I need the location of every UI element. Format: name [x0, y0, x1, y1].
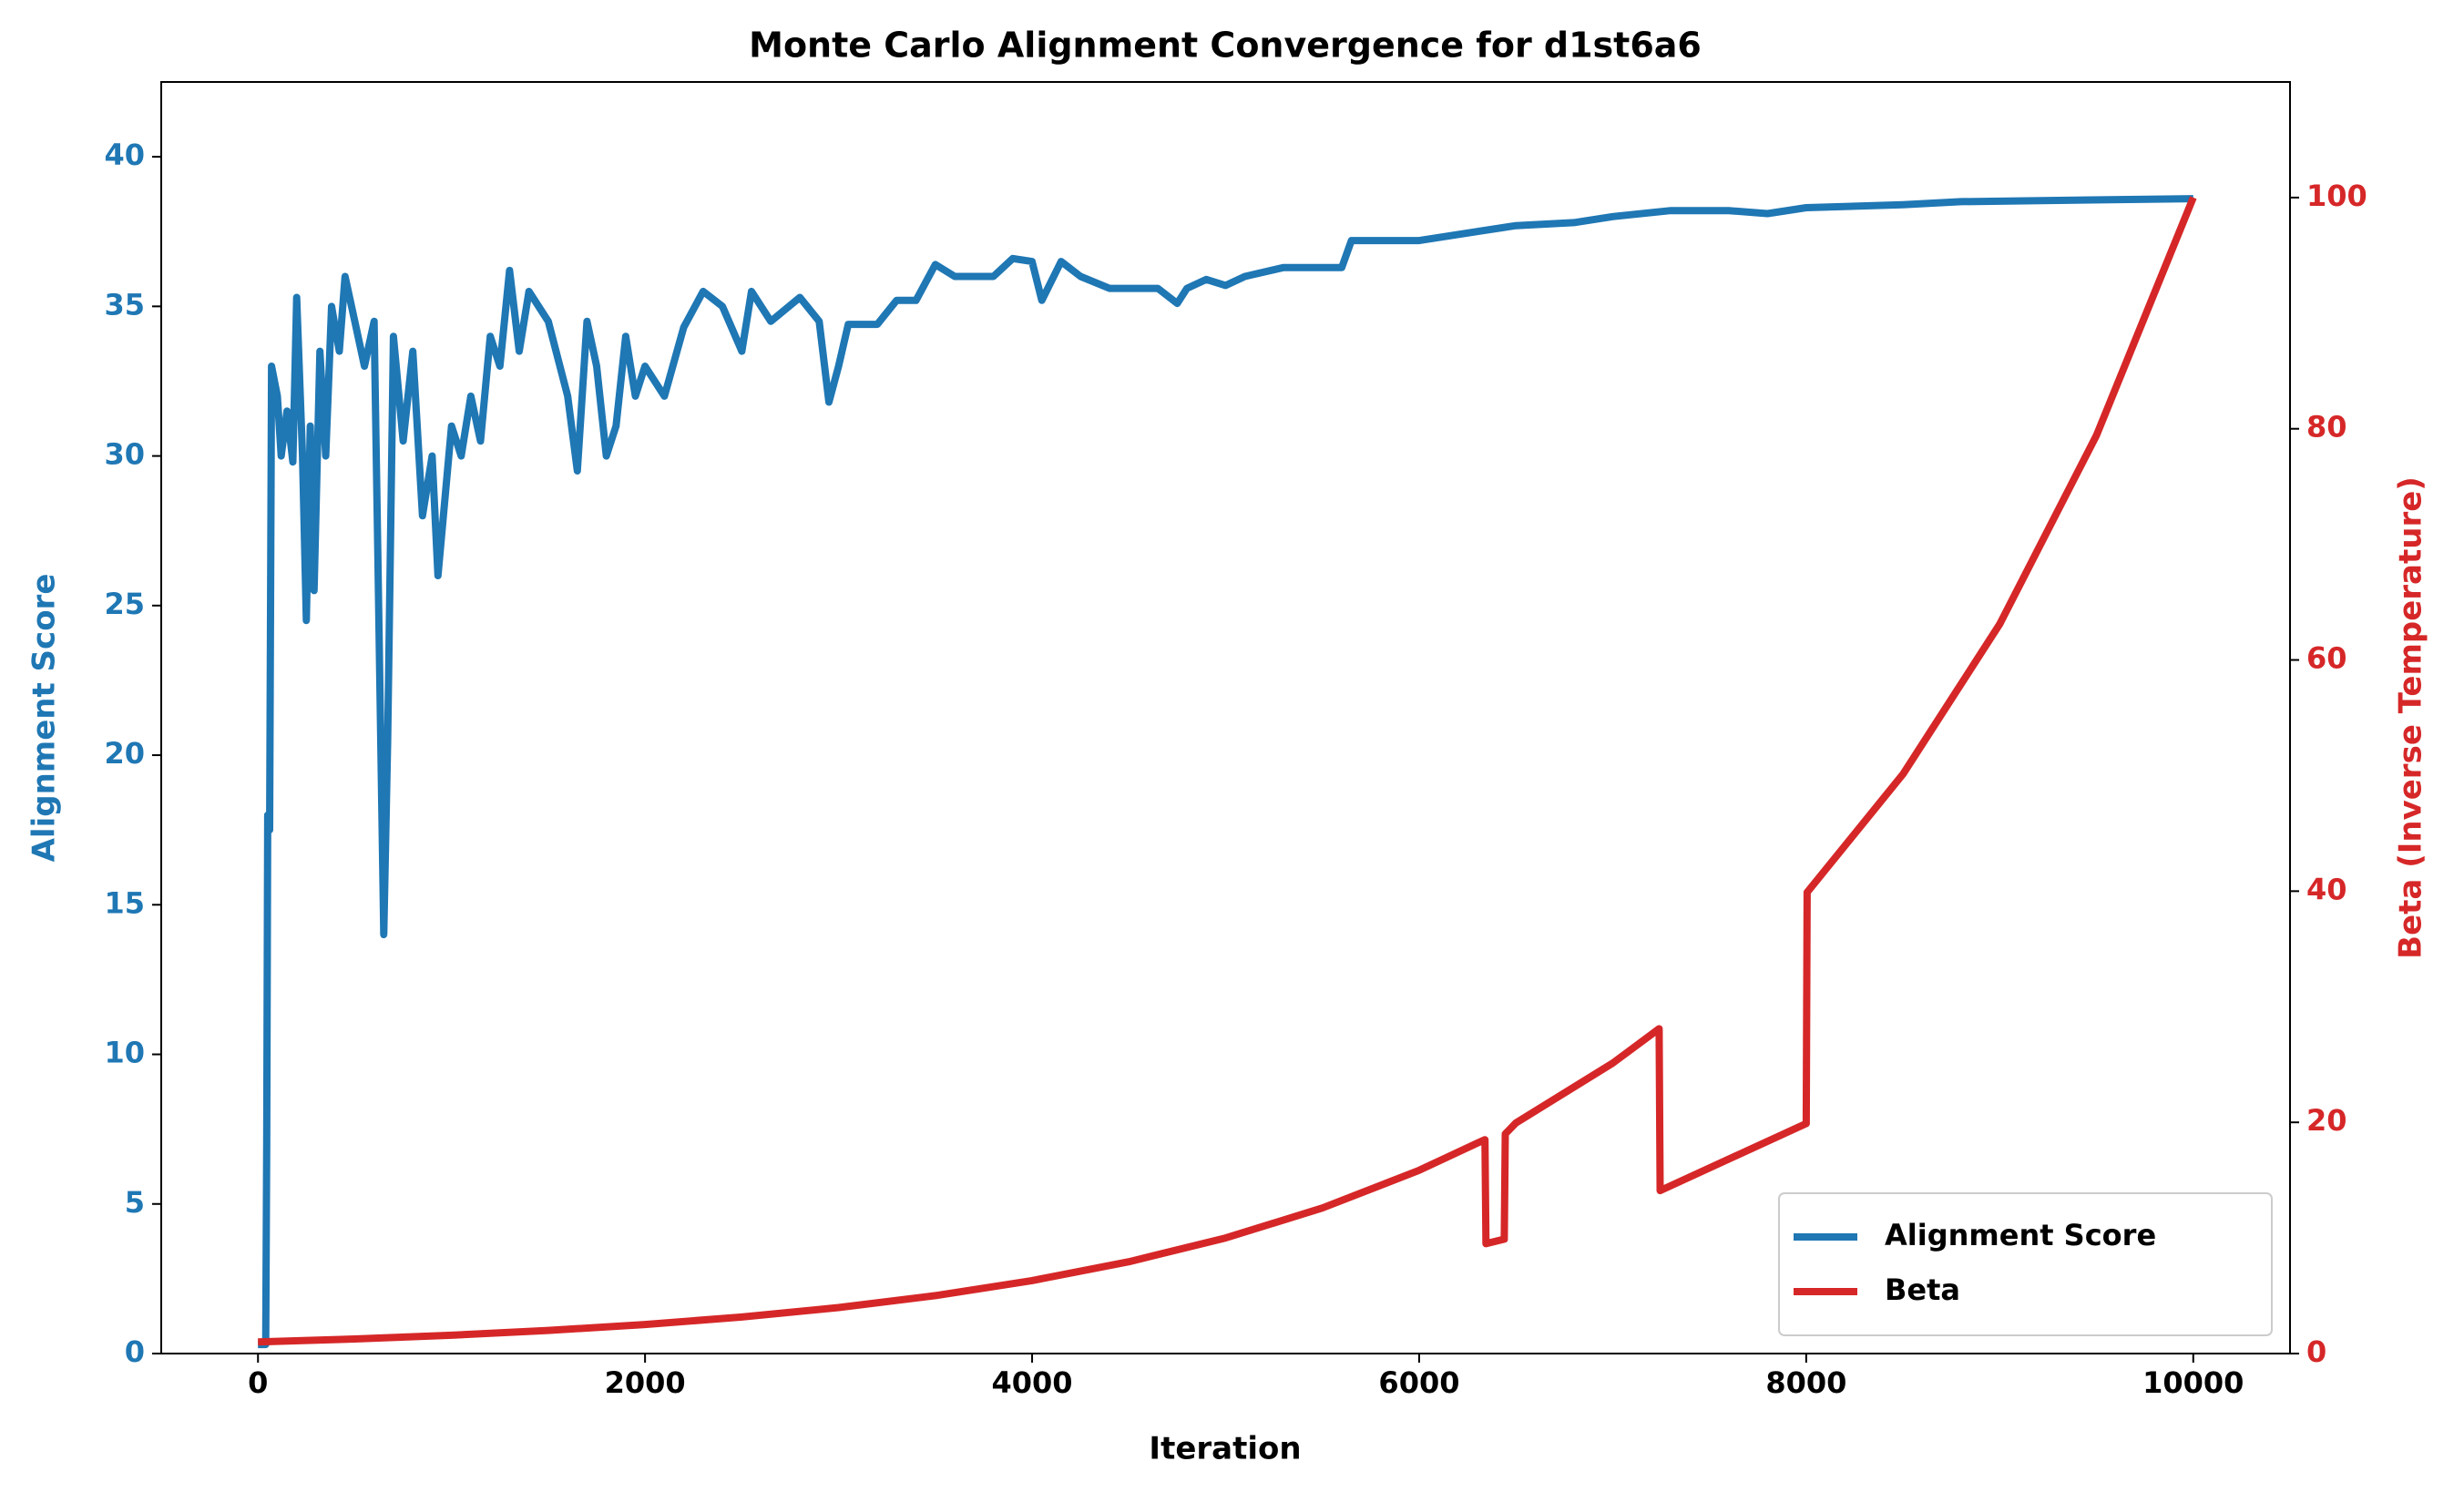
x-tick-label: 2000 — [605, 1365, 686, 1400]
series-line — [258, 195, 2193, 1349]
x-tick-label: 8000 — [1765, 1365, 1846, 1400]
y2-axis-label: Beta (Inverse Temperature) — [2393, 476, 2429, 959]
series-line — [258, 196, 2197, 1346]
legend-label: Beta — [1885, 1272, 1960, 1307]
y-tick-label: 40 — [104, 138, 145, 172]
x-tick-label: 10000 — [2142, 1365, 2244, 1400]
y-tick-label: 25 — [104, 587, 145, 621]
y2-tick-label: 0 — [2306, 1334, 2326, 1369]
x-tick-label: 6000 — [1378, 1365, 1459, 1400]
legend-label: Alignment Score — [1885, 1218, 2156, 1252]
y2-tick-label: 100 — [2306, 179, 2367, 213]
x-axis-label: Iteration — [1149, 1431, 1301, 1467]
x-tick-label: 4000 — [992, 1365, 1073, 1400]
x-tick-label: 0 — [248, 1365, 268, 1400]
legend-box — [1778, 1192, 2273, 1336]
y2-tick-label: 20 — [2306, 1103, 2347, 1138]
y-tick-label: 0 — [125, 1334, 145, 1369]
y-tick-label: 20 — [104, 736, 145, 771]
y2-tick-label: 40 — [2306, 872, 2347, 906]
y-axis-label: Alignment Score — [26, 574, 63, 863]
legend: Alignment Score Beta — [1778, 1192, 2273, 1336]
y-tick-label: 10 — [104, 1036, 145, 1070]
y-tick-label: 5 — [125, 1185, 145, 1220]
y-tick-label: 35 — [104, 287, 145, 322]
y2-tick-label: 80 — [2306, 410, 2347, 445]
y-tick-label: 30 — [104, 437, 145, 472]
plot-frame — [160, 81, 2291, 1354]
y2-tick-label: 60 — [2306, 641, 2347, 676]
y-tick-label: 15 — [104, 885, 145, 920]
chart-title: Monte Carlo Alignment Convergence for d1… — [749, 26, 1702, 66]
